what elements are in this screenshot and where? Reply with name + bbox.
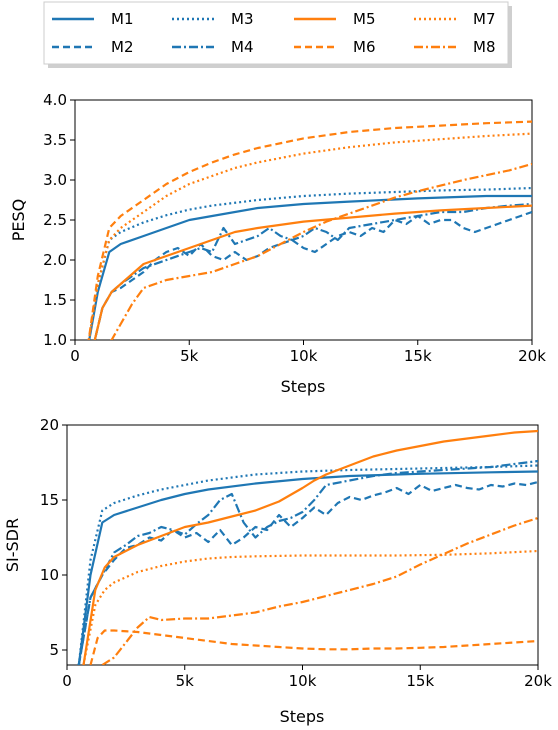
sisdr-series-m1: [77, 470, 538, 665]
sisdr-ytick-label: 15: [40, 491, 59, 509]
sisdr-plot-frame: [66, 424, 539, 666]
pesq-xtick-label: 20k: [518, 347, 546, 365]
sisdr-xlabel: Steps: [280, 707, 325, 726]
sisdr-xtick-label: 15k: [406, 672, 434, 690]
sisdr-ylabel: SI-SDR: [3, 518, 22, 572]
pesq-plot-frame: [74, 99, 533, 341]
pesq-ytick-label: 1.5: [43, 291, 67, 309]
pesq-series-m5: [93, 204, 532, 340]
pesq-series-m4: [93, 202, 532, 340]
legend-label-m3: M3: [231, 10, 254, 28]
legend-label-m1: M1: [111, 10, 134, 28]
pesq-ytick-label: 2.5: [43, 211, 67, 229]
sisdr-series-m8: [101, 516, 538, 665]
sisdr-series-m7: [82, 549, 538, 665]
pesq-ytick-label: 3.5: [43, 131, 67, 149]
sisdr-series-m4: [77, 459, 538, 665]
sisdr-xtick-label: 10k: [289, 672, 317, 690]
legend-label-m6: M6: [353, 38, 376, 56]
legend-label-m4: M4: [231, 38, 254, 56]
pesq-series-m1: [88, 194, 532, 340]
sisdr-ytick-label: 5: [49, 641, 59, 659]
pesq-series-m2: [93, 210, 532, 340]
sisdr-xtick-label: 5k: [176, 672, 195, 690]
legend-frame: [43, 1, 509, 65]
sisdr-series-group: [77, 429, 538, 665]
pesq-ytick-label: 2.0: [43, 251, 67, 269]
pesq-panel: Steps PESQ 0 5k 10k 15k 20k 1.0 1.5 2.0 2.5 3.0 3.…: [9, 91, 546, 396]
sisdr-series-m3: [77, 464, 538, 665]
pesq-series-m6: [87, 120, 532, 340]
sisdr-xtick-label: 0: [62, 672, 72, 690]
pesq-ylabel: PESQ: [9, 199, 28, 242]
legend-label-m5: M5: [353, 10, 376, 28]
pesq-series-m8: [110, 162, 532, 340]
pesq-series-m3: [87, 186, 532, 340]
pesq-xlabel: Steps: [281, 377, 326, 396]
pesq-xtick-label: 15k: [404, 347, 432, 365]
sisdr-ytick-label: 20: [40, 416, 59, 434]
pesq-xtick-label: 5k: [180, 347, 199, 365]
sisdr-series-m6: [89, 629, 538, 665]
legend: M1 M2 M3 M4 M5 M6 M7 M8: [43, 1, 512, 68]
sisdr-series-m5: [82, 429, 538, 665]
sisdr-xtick-label: 20k: [524, 672, 552, 690]
sisdr-panel: Steps SI-SDR 0 5k 10k 15k 20k 5 10 15 20: [3, 416, 552, 726]
sisdr-ytick-label: 10: [40, 566, 59, 584]
sisdr-series-m2: [77, 480, 538, 665]
pesq-ytick-label: 4.0: [43, 91, 67, 109]
pesq-xtick-label: 0: [70, 347, 80, 365]
legend-label-m2: M2: [111, 38, 134, 56]
pesq-xtick-label: 10k: [290, 347, 318, 365]
pesq-ytick-label: 3.0: [43, 171, 67, 189]
pesq-series-group: [87, 120, 532, 340]
legend-label-m8: M8: [473, 38, 496, 56]
pesq-ytick-label: 1.0: [43, 331, 67, 349]
pesq-series-m7: [87, 132, 532, 340]
legend-label-m7: M7: [473, 10, 496, 28]
